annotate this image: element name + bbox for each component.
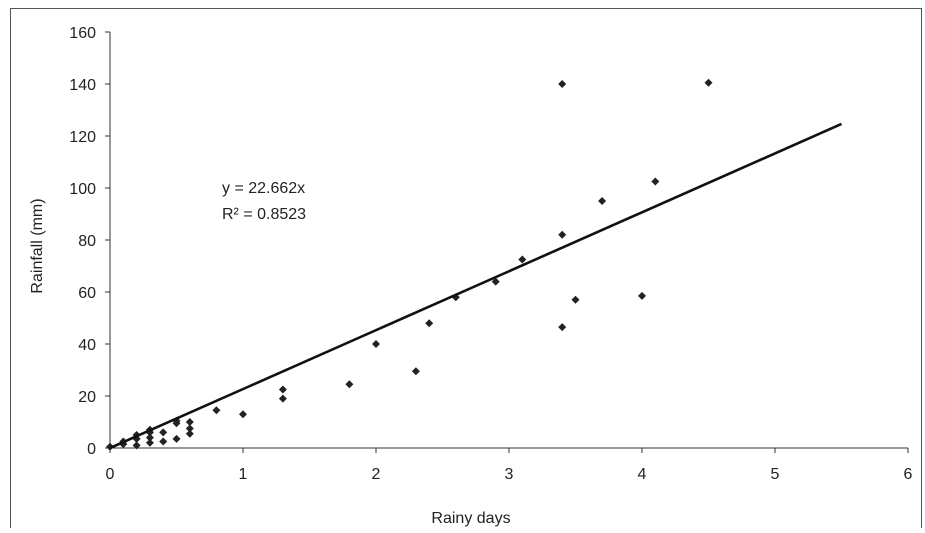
data-point (558, 323, 567, 332)
data-point (651, 177, 660, 186)
y-tick-label: 80 (78, 233, 96, 250)
y-tick-label: 0 (87, 441, 96, 458)
trendline (109, 122, 843, 450)
x-tick-label: 2 (372, 466, 381, 483)
data-point (598, 197, 607, 205)
data-point (212, 406, 221, 415)
data-point (278, 394, 287, 403)
x-tick-label: 4 (638, 466, 647, 483)
data-point (278, 385, 287, 394)
data-point (558, 230, 567, 239)
trendline-r-squared: R² = 0.8523 (222, 206, 306, 223)
data-point (132, 441, 141, 450)
y-tick-label: 100 (69, 181, 96, 198)
y-tick-label: 40 (78, 337, 96, 354)
tick-group: 0 20 40 60 80 100 120 140 160 0 1 2 3 4 5 6 (69, 25, 912, 483)
x-tick-label: 3 (505, 466, 514, 483)
data-point (159, 428, 168, 437)
x-tick-label: 0 (106, 466, 115, 483)
y-tick-label: 20 (78, 389, 96, 406)
data-point (345, 380, 354, 389)
y-tick-label: 120 (69, 129, 96, 146)
data-point (411, 367, 420, 376)
y-axis-title: Rainfall (mm) (29, 198, 46, 293)
data-point (145, 438, 154, 447)
data-point (145, 433, 154, 442)
data-points (106, 78, 713, 451)
x-tick-label: 6 (904, 466, 913, 483)
data-point (704, 78, 713, 87)
data-point (172, 434, 181, 443)
axes (109, 32, 908, 449)
data-point (425, 319, 434, 328)
data-point (518, 255, 527, 264)
data-point (571, 295, 580, 304)
trendline-equation: y = 22.662x (222, 180, 305, 197)
data-point (185, 424, 194, 433)
x-tick-label: 1 (239, 466, 248, 483)
x-tick-label: 5 (771, 466, 780, 483)
data-point (239, 410, 247, 419)
y-tick-label: 60 (78, 285, 96, 302)
data-point (558, 80, 567, 88)
data-point (185, 429, 194, 438)
data-point (185, 418, 194, 426)
y-tick-label: 140 (69, 77, 96, 94)
data-point (372, 340, 380, 348)
data-point (491, 277, 500, 286)
x-axis-title: Rainy days (431, 510, 510, 527)
data-point (159, 437, 168, 446)
data-point (638, 291, 646, 300)
y-tick-label: 160 (69, 25, 96, 42)
